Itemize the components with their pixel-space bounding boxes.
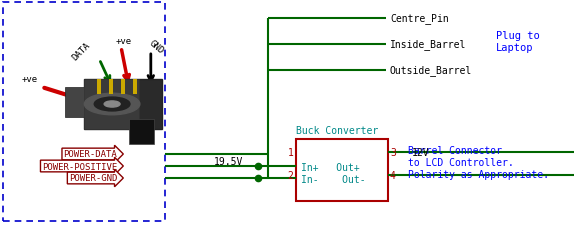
Text: POWER-POSITIVE: POWER-POSITIVE	[42, 162, 117, 171]
Text: POWER-DATA: POWER-DATA	[63, 150, 117, 159]
Bar	[129, 119, 154, 144]
Bar	[97, 80, 101, 94]
Text: +ve: +ve	[116, 37, 132, 46]
Text: Plug to
Laptop: Plug to Laptop	[496, 31, 540, 53]
Text: Buck Converter: Buck Converter	[296, 126, 378, 135]
Text: GND: GND	[148, 38, 166, 55]
Text: Inside_Barrel: Inside_Barrel	[390, 39, 466, 50]
Circle shape	[95, 98, 130, 111]
Text: +ve: +ve	[22, 75, 38, 84]
Text: Outside_Barrel: Outside_Barrel	[390, 65, 472, 76]
Circle shape	[85, 94, 140, 115]
Text: In+   Out+
In-    Out-: In+ Out+ In- Out-	[301, 162, 365, 184]
Bar	[3, 3, 165, 221]
Text: Centre_Pin: Centre_Pin	[390, 14, 448, 24]
Bar	[133, 80, 137, 94]
Text: Barrel Connector
to LCD Controller.
Polarity as Appropriate.: Barrel Connector to LCD Controller. Pola…	[408, 146, 549, 179]
Text: 1: 1	[288, 147, 294, 157]
Circle shape	[104, 101, 120, 108]
Text: 4: 4	[390, 170, 396, 180]
Bar	[66, 88, 85, 117]
Text: 12V: 12V	[411, 147, 429, 157]
Text: 2: 2	[288, 170, 294, 180]
Bar	[121, 80, 125, 94]
Text: 3: 3	[390, 147, 396, 157]
Bar	[109, 80, 113, 94]
Text: 19.5V: 19.5V	[214, 156, 243, 166]
Bar	[85, 80, 139, 129]
Text: POWER-GND: POWER-GND	[69, 174, 117, 183]
Text: DATA: DATA	[70, 41, 92, 63]
Bar	[85, 80, 162, 129]
Bar	[296, 139, 388, 201]
